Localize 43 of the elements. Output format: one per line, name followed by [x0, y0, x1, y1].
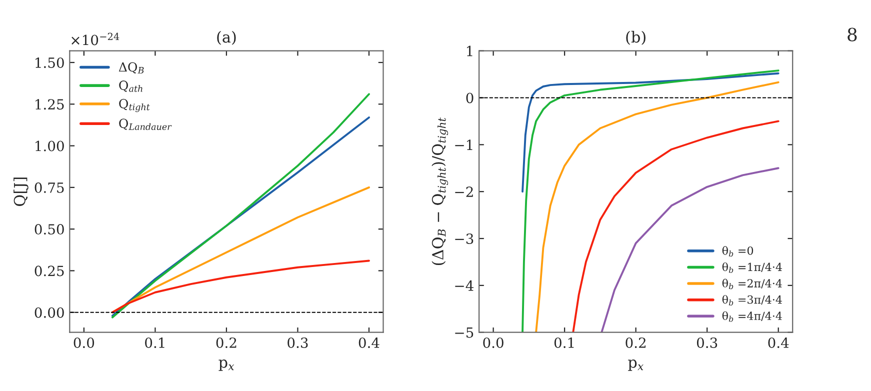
y-tick-label: −5: [455, 328, 474, 338]
y-tick-label: 0: [466, 92, 474, 104]
chart-title: (b): [626, 30, 646, 45]
line-series: [522, 72, 780, 193]
legend-label: Q$_{Landauer}$: [119, 118, 172, 130]
x-tick-label: 0.4: [358, 337, 380, 348]
x-tick-label: 0.1: [554, 337, 574, 348]
legend-label: θ$_{b}$ =3π/4·4: [722, 295, 782, 306]
x-axis-title: p$_{x}$: [218, 360, 234, 371]
y-tick-label: 1.50: [36, 57, 64, 68]
y-axis-title: Q[J]: [14, 178, 28, 206]
x-tick-label: 0.3: [288, 337, 308, 348]
x-tick-label: 0.0: [483, 337, 504, 348]
legend-label: θ$_{b}$ =4π/4·4: [722, 311, 782, 322]
line-series: [111, 260, 370, 314]
x-tick-label: 0.2: [216, 337, 236, 348]
y-tick-label: 0.50: [34, 224, 64, 235]
legend-label: θ$_{b}$ =0: [722, 246, 754, 257]
y-tick-label: 0.00: [34, 307, 64, 318]
y-tick-label: −4: [455, 280, 474, 291]
y-tick-label: −1: [455, 140, 472, 150]
text: 8: [848, 28, 857, 42]
y-tick-label: −3: [455, 233, 474, 244]
legend-label: θ$_{b}$ =1π/4·4: [722, 262, 782, 273]
x-tick-label: 0.0: [74, 337, 94, 348]
x-tick-label: 0.3: [696, 337, 718, 348]
x-tick-label: 0.2: [626, 337, 646, 348]
x-tick-label: 0.4: [768, 337, 789, 348]
text: ×10$^{−24}$: [72, 32, 120, 46]
legend-label: ΔQ$_{B}$: [118, 62, 144, 74]
y-tick-label: 1.25: [36, 99, 64, 110]
chart-title: (a): [217, 30, 236, 45]
y-axis-title: (ΔQ$_{B}$ − Q$_{tight}$)/Q$_{tight}$: [432, 117, 448, 266]
y-tick-label: 0.75: [34, 182, 64, 193]
legend-label: Q$_{ath}$: [119, 80, 142, 92]
y-tick-label: −2: [455, 186, 473, 197]
legend-label: Q$_{tight}$: [119, 98, 150, 112]
y-tick-label: 1.00: [36, 140, 64, 152]
y-tick-label: 1: [467, 46, 472, 56]
y-tick-label: 0.25: [34, 266, 64, 276]
x-axis-title: p$_{x}$: [628, 360, 644, 371]
legend-label: θ$_{b}$ =2π/4·4: [722, 278, 782, 290]
x-tick-label: 0.1: [145, 337, 164, 348]
